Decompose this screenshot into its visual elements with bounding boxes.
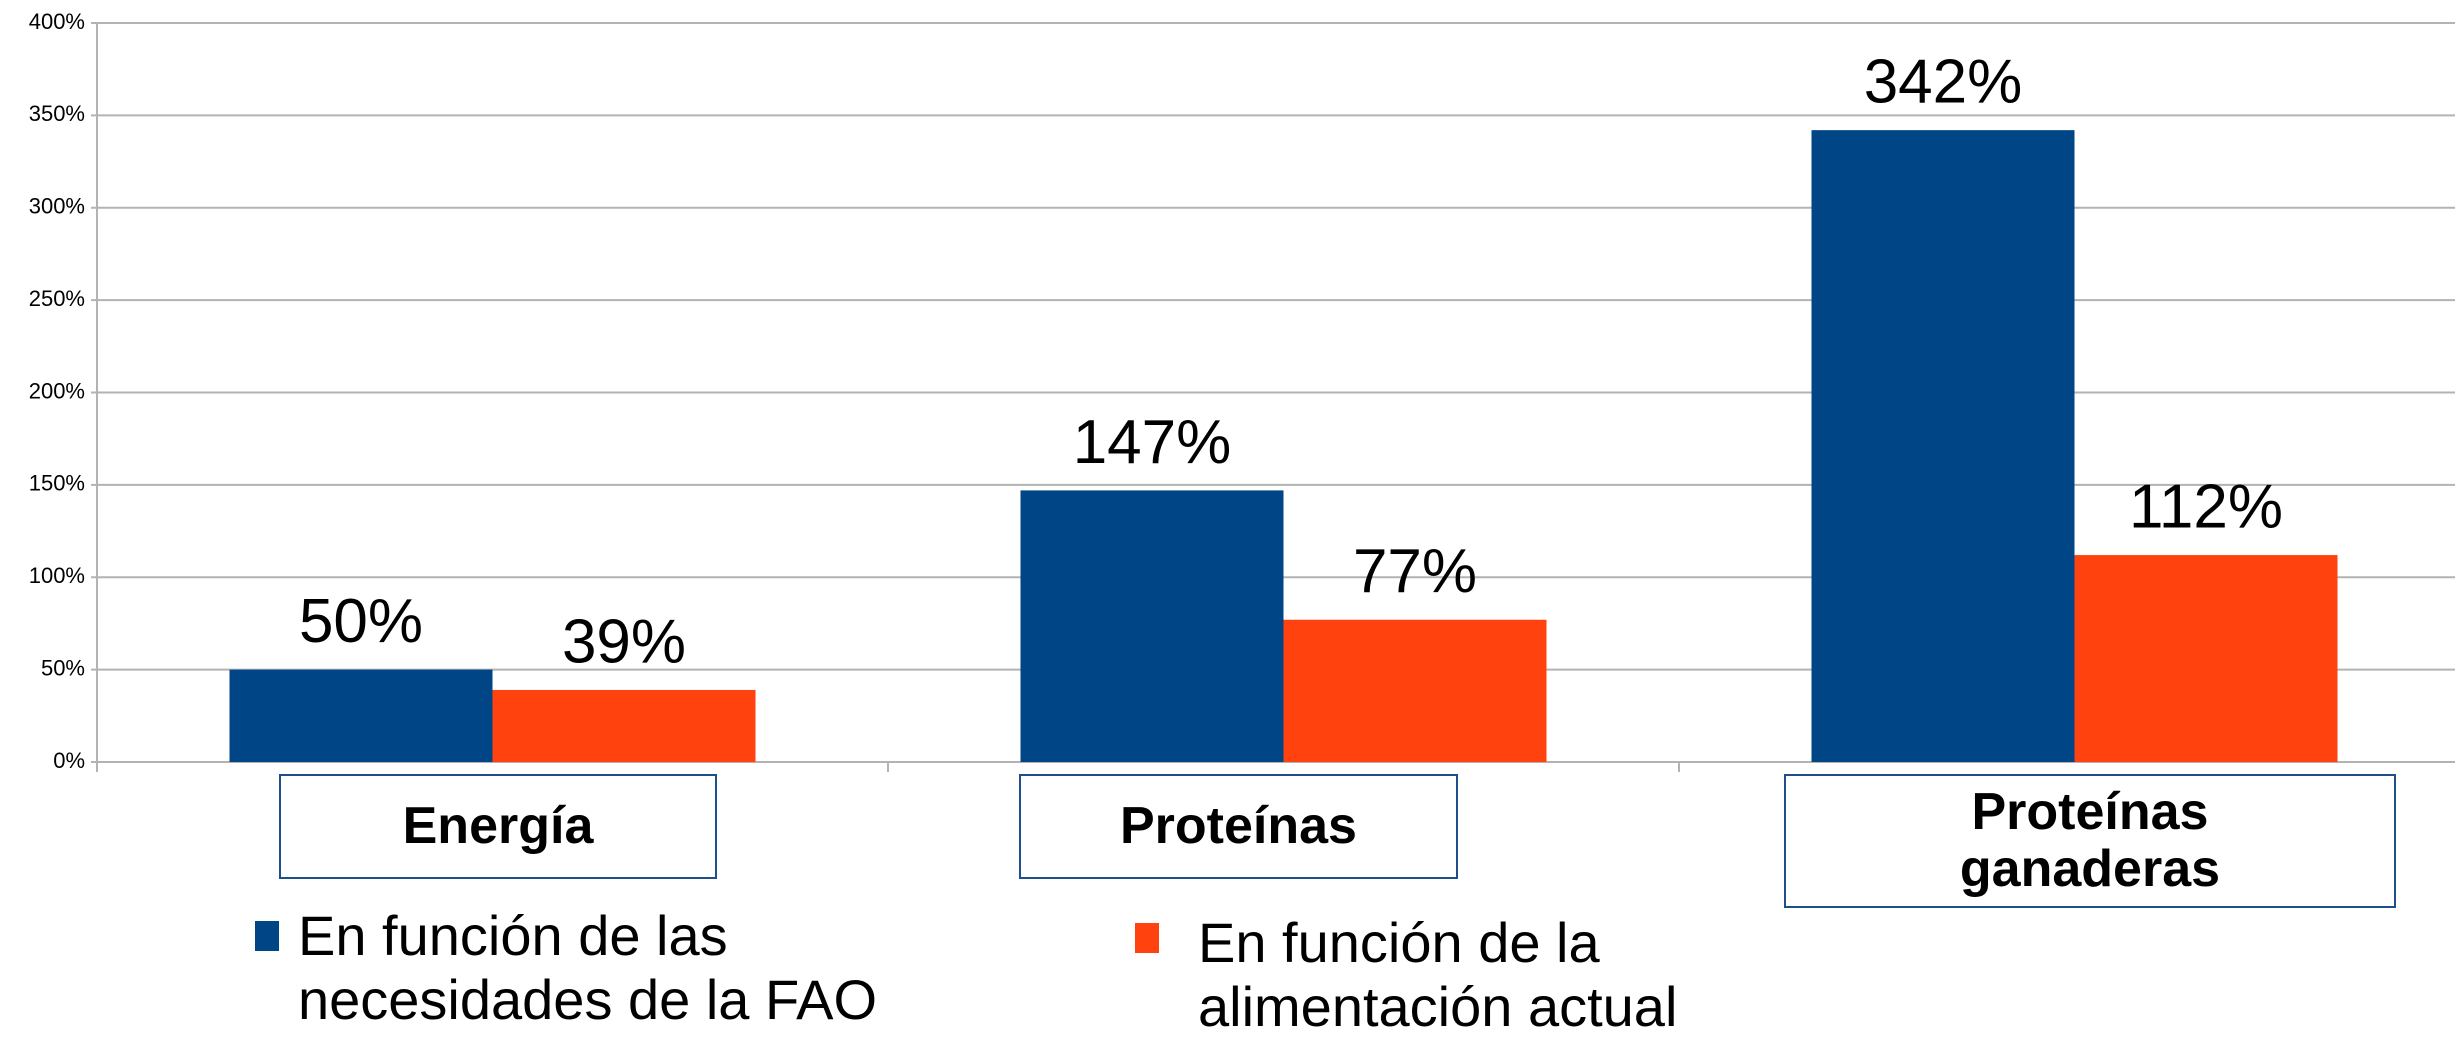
x-tick-label: Energía <box>279 774 717 879</box>
y-tick-label: 0% <box>53 748 85 773</box>
data-label: 342% <box>1864 48 2023 117</box>
y-tick-label: 100% <box>29 563 85 588</box>
bar <box>1811 130 2075 762</box>
legend-label: En función de la alimentación actual <box>1198 911 1678 1038</box>
y-tick-label: 200% <box>29 378 85 403</box>
bar <box>229 669 493 762</box>
data-label: 39% <box>562 607 686 676</box>
y-tick-label: 50% <box>41 655 85 680</box>
data-label: 77% <box>1353 537 1477 606</box>
data-label: 50% <box>299 587 423 656</box>
data-label: 112% <box>2129 472 2283 541</box>
y-tick-label: 350% <box>29 101 85 126</box>
bar <box>492 689 756 762</box>
bar <box>2074 555 2338 762</box>
legend-swatch <box>1135 923 1159 953</box>
y-tick-label: 150% <box>29 471 85 496</box>
legend-swatch <box>255 921 279 951</box>
x-tick-label: Proteínas ganaderas <box>1784 774 2396 908</box>
legend-label: En función de las necesidades de la FAO <box>298 904 878 1031</box>
y-tick-label: 400% <box>29 9 85 34</box>
y-tick-label: 300% <box>29 194 85 219</box>
data-label: 147% <box>1073 408 1232 477</box>
x-tick-label: Proteínas <box>1019 774 1458 879</box>
bar <box>1020 490 1284 762</box>
y-tick-label: 250% <box>29 286 85 311</box>
bar <box>1283 619 1547 762</box>
